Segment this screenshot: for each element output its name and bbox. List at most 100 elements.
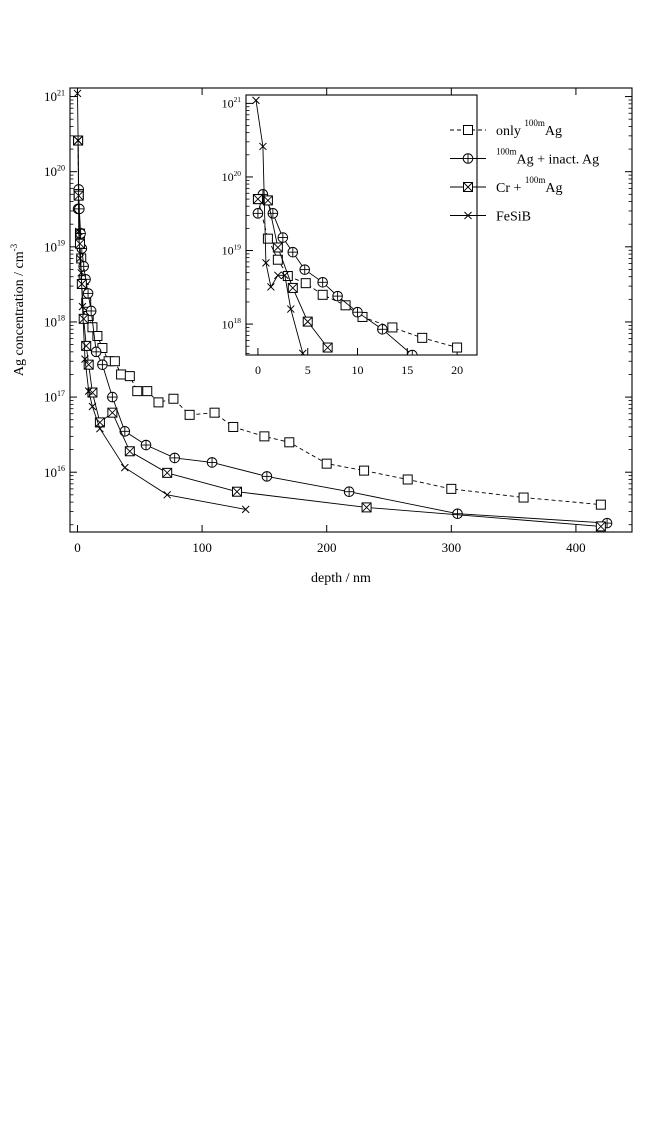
marker-x-b (286, 305, 295, 313)
marker-x-b (75, 238, 85, 249)
tick-base: 10 (222, 170, 234, 184)
x-tick-label: 200 (317, 540, 337, 555)
data-point-only-100mag (387, 322, 398, 333)
legend-label: FeSiB (496, 210, 531, 225)
tick-exponent: 18 (57, 314, 65, 323)
marker-x-b (273, 242, 283, 253)
data-point-fesib (84, 387, 93, 395)
data-point-fesib (74, 136, 82, 145)
data-point-fesib (73, 89, 82, 98)
marker-x-b (300, 349, 307, 355)
data-point-only-100mag (259, 431, 270, 442)
marker-x-b (81, 355, 89, 363)
marker-x-b (84, 387, 93, 395)
tick-exponent: 19 (234, 242, 242, 251)
data-point-only-100mag (446, 483, 457, 494)
legend-label-part: 100m (496, 147, 517, 157)
data-point-100mag-inact-ag (85, 305, 97, 317)
series-fesib (73, 89, 250, 514)
data-point-only-100mag (518, 492, 529, 503)
marker-x-b (78, 302, 87, 311)
marker-x-b (274, 271, 282, 280)
data-point-only-100mag (116, 369, 127, 380)
y-tick-label: 1019 (222, 242, 242, 257)
legend-entry-100mag-inact-ag: 100mAg + inact. Ag (450, 147, 599, 168)
marker-x-b (262, 258, 270, 267)
data-point-fesib (252, 96, 260, 105)
y-tick-label: 1021 (44, 88, 65, 104)
data-point-100mag-inact-ag (277, 232, 289, 243)
data-point-only-100mag (321, 458, 332, 469)
marker-x-b (322, 342, 333, 353)
series-fesib (252, 96, 307, 355)
data-point-cr-100mag (595, 521, 606, 532)
legend-label-part: Ag (545, 124, 562, 139)
data-point-only-100mag (262, 233, 273, 244)
tick-exponent: 17 (57, 389, 65, 398)
data-point-only-100mag (402, 474, 413, 485)
legend-label: only 100mAg (496, 118, 562, 139)
data-point-fesib (120, 463, 129, 472)
tick-base: 10 (44, 465, 57, 480)
x-tick-label: 300 (442, 540, 462, 555)
data-point-100mag-inact-ag (119, 426, 131, 437)
marker-x-b (107, 407, 118, 418)
data-point-fesib (76, 254, 84, 263)
marker-x-b (263, 195, 273, 206)
marker-x-b (74, 136, 82, 145)
legend: only 100mAg 100mAg + inact. Ag Cr + 100mAg… (450, 118, 599, 225)
data-point-fesib (241, 505, 250, 514)
x-tick-label: 20 (451, 363, 463, 377)
data-point-100mag-inact-ag (107, 391, 118, 403)
marker-x-b (280, 271, 289, 280)
legend-marker (464, 211, 472, 220)
tick-base: 10 (44, 239, 57, 254)
marker-x-b (241, 505, 250, 514)
tick-exponent: 21 (234, 95, 242, 104)
data-point-100mag-inact-ag (169, 452, 180, 464)
y-axis-label: Ag concentration / cm-3 (9, 243, 27, 376)
data-point-only-100mag (153, 397, 164, 408)
y-tick-label: 1017 (44, 389, 65, 405)
data-point-cr-100mag (287, 282, 298, 293)
y-tick-label: 1018 (222, 316, 242, 331)
data-point-fesib (74, 227, 83, 236)
legend-marker (463, 125, 473, 135)
data-point-only-100mag (109, 356, 120, 367)
legend-label: Cr + 100mAg (496, 175, 563, 196)
data-point-fesib (298, 349, 307, 355)
x-tick-label: 5 (305, 363, 311, 377)
data-point-only-100mag (300, 278, 311, 289)
data-point-100mag-inact-ag (90, 346, 102, 358)
marker-x-b (74, 227, 83, 236)
y-axis-label-exponent: -3 (9, 243, 19, 251)
x-axis-label: depth / nm (311, 571, 371, 586)
data-point-cr-100mag (107, 407, 118, 418)
data-point-only-100mag (417, 332, 428, 343)
tick-exponent: 16 (57, 464, 65, 473)
data-point-100mag-inact-ag (352, 306, 363, 318)
legend-label: 100mAg + inact. Ag (496, 147, 599, 168)
data-point-only-100mag (184, 409, 195, 420)
data-point-only-100mag (317, 289, 328, 300)
data-point-cr-100mag (74, 238, 85, 249)
data-point-100mag-inact-ag (343, 486, 355, 498)
data-point-cr-100mag (124, 446, 135, 457)
data-point-only-100mag (209, 407, 220, 418)
data-point-only-100mag (282, 271, 293, 282)
data-point-only-100mag (340, 300, 351, 311)
data-point-fesib (267, 283, 275, 291)
tick-exponent: 21 (57, 88, 65, 97)
y-tick-label: 1020 (44, 163, 65, 179)
y-tick-label: 1020 (222, 169, 242, 184)
marker-x-b (267, 283, 275, 291)
legend-entry-fesib: FeSiB (450, 210, 531, 225)
data-point-only-100mag (595, 499, 606, 510)
data-point-only-100mag (359, 465, 370, 476)
marker-x-b (162, 468, 173, 478)
data-point-only-100mag (452, 342, 463, 353)
data-point-100mag-inact-ag (206, 457, 218, 468)
tick-exponent: 18 (234, 316, 242, 325)
